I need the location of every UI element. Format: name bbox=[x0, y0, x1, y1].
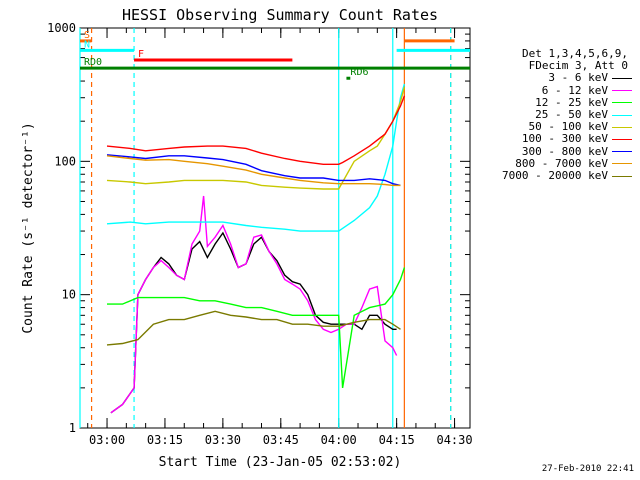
series-line bbox=[106, 83, 406, 232]
x-tick-label: 04:00 bbox=[321, 433, 357, 447]
legend-swatch bbox=[612, 78, 632, 79]
legend-swatch bbox=[612, 163, 632, 165]
x-axis-label: Start Time (23-Jan-05 02:53:02) bbox=[159, 455, 402, 470]
legend: Det 1,3,4,5,6,9, FDecim 3, Att 0 3 - 6 k… bbox=[478, 47, 636, 182]
footer-timestamp: 27-Feb-2010 22:41 bbox=[541, 464, 634, 474]
legend-entry: 300 - 800 keV bbox=[478, 144, 636, 158]
legend-entry: 25 - 50 keV bbox=[478, 107, 636, 121]
x-tick-label: 04:15 bbox=[379, 433, 415, 447]
status-bar-label: F bbox=[138, 49, 144, 60]
series-line bbox=[106, 310, 401, 346]
legend-entry: 7000 - 20000 keV bbox=[478, 168, 636, 182]
legend-swatch bbox=[612, 102, 632, 104]
x-tick-label: 03:30 bbox=[205, 433, 241, 447]
x-tick-label: 03:15 bbox=[147, 433, 183, 447]
legend-entry: 3 - 6 keV bbox=[478, 72, 636, 84]
y-tick-label: 1000 bbox=[47, 21, 76, 35]
legend-entry-label: 6 - 12 keV bbox=[541, 83, 608, 97]
x-tick-label: 03:45 bbox=[263, 433, 299, 447]
legend-swatch bbox=[612, 175, 632, 177]
legend-entries: 3 - 6 keV 6 - 12 keV 12 - 25 keV 25 - 50 ke… bbox=[478, 72, 636, 182]
legend-entry-label: 100 - 300 keV bbox=[521, 132, 608, 146]
legend-entry-label: 800 - 7000 keV bbox=[515, 156, 608, 170]
y-axis-label: Count Rate (s⁻¹ detector⁻¹) bbox=[21, 122, 36, 333]
status-bar-label: N bbox=[84, 39, 90, 50]
x-tick-label: 04:30 bbox=[436, 433, 472, 447]
y-tick-label: 10 bbox=[62, 288, 76, 302]
status-bar-label: RD6 bbox=[350, 67, 368, 78]
legend-entry-label: 7000 - 20000 keV bbox=[502, 168, 608, 182]
legend-header-2: FDecim 3, Att 0 bbox=[528, 59, 628, 73]
legend-entry: 800 - 7000 keV bbox=[478, 156, 636, 170]
x-tick-label: 03:00 bbox=[89, 433, 125, 447]
legend-entry: 12 - 25 keV bbox=[478, 95, 636, 109]
series-line bbox=[106, 87, 406, 190]
plot-area: 1 10 100 1000 03:00 03:15 03:30 03:45 04:00 04:15… bbox=[47, 21, 473, 447]
legend-entry-label: 25 - 50 keV bbox=[535, 107, 608, 121]
legend-entry-label: 50 - 100 keV bbox=[528, 120, 608, 134]
legend-swatch bbox=[612, 138, 632, 140]
legend-swatch bbox=[612, 126, 632, 128]
status-bar-label: RD0 bbox=[84, 57, 102, 68]
legend-entry: 100 - 300 keV bbox=[478, 133, 636, 145]
legend-swatch bbox=[612, 90, 632, 92]
series-line bbox=[106, 155, 401, 187]
y-tick-label: 100 bbox=[54, 154, 76, 168]
legend-header-1: Det 1,3,4,5,6,9, bbox=[522, 47, 628, 60]
y-tick-label: 1 bbox=[69, 421, 76, 435]
series-line bbox=[107, 267, 406, 389]
series-line bbox=[106, 95, 406, 166]
legend-entry-label: 3 - 6 keV bbox=[548, 71, 608, 85]
legend-entry-label: 300 - 800 keV bbox=[521, 144, 608, 158]
legend-entry: 50 - 100 keV bbox=[478, 120, 636, 134]
legend-entry-label: 12 - 25 keV bbox=[535, 95, 608, 109]
series-line bbox=[106, 154, 401, 187]
status-bar-label: S bbox=[84, 30, 90, 41]
series-line bbox=[110, 195, 398, 414]
chart-title: HESSI Observing Summary Count Rates bbox=[122, 6, 438, 24]
legend-entry: 6 - 12 keV bbox=[478, 83, 636, 97]
legend-swatch bbox=[612, 114, 632, 116]
legend-swatch bbox=[612, 151, 632, 153]
